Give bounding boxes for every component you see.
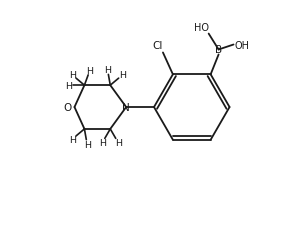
Text: H: H [69, 71, 76, 80]
Text: H: H [84, 141, 91, 149]
Text: H: H [65, 81, 72, 90]
Text: H: H [119, 71, 126, 80]
Text: H: H [86, 67, 93, 75]
Text: O: O [63, 103, 72, 113]
Text: H: H [104, 66, 111, 75]
Text: N: N [122, 103, 130, 113]
Text: HO: HO [194, 22, 209, 32]
Text: B: B [215, 45, 222, 55]
Text: H: H [115, 138, 122, 148]
Text: H: H [99, 138, 106, 148]
Text: Cl: Cl [153, 40, 163, 50]
Text: OH: OH [235, 40, 250, 50]
Text: H: H [69, 135, 76, 144]
